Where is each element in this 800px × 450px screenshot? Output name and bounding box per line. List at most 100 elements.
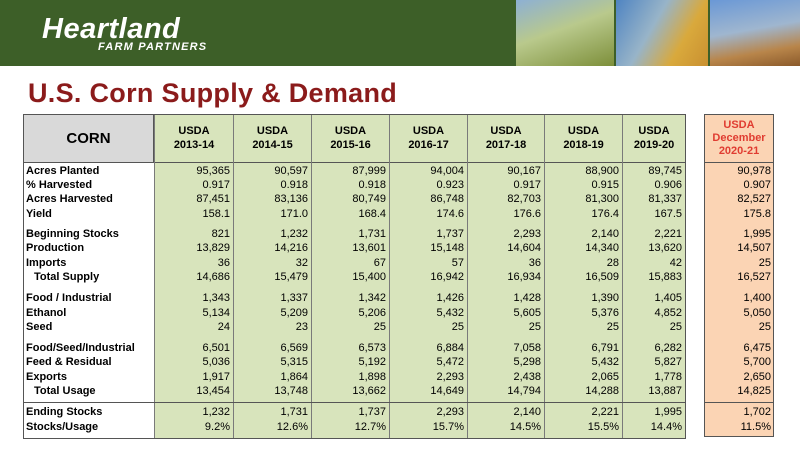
table-cell: 2,221 (591, 406, 619, 418)
table-cell: 0.918 (358, 179, 386, 191)
table-cell: 14.5% (509, 421, 541, 433)
table-cell: 95,365 (196, 165, 230, 177)
year-column-6: USDA 2019-20 (622, 115, 685, 438)
row-label: Acres Harvested (26, 193, 113, 205)
column-header: USDA 2015-16 (312, 115, 389, 163)
projection-column: USDA December 2020-21 90,978 0.907 82,527 1… (704, 114, 774, 437)
table-cell: 94,004 (430, 165, 464, 177)
table-cell: 14,686 (196, 271, 230, 283)
row-label: Exports (26, 371, 67, 383)
row-label: Food/Seed/Industrial (26, 342, 135, 354)
table-cell: 5,209 (280, 307, 308, 319)
table-cell: 15,883 (648, 271, 682, 283)
brand-logo: Heartland (42, 13, 181, 45)
projection-cell: 0.907 (743, 179, 771, 191)
table-cell: 89,745 (648, 165, 682, 177)
table-cell: 15,479 (274, 271, 308, 283)
column-header-line2: 2015-16 (330, 139, 371, 151)
projection-cell: 1,995 (743, 228, 771, 240)
table-cell: 16,942 (430, 271, 464, 283)
column-header: USDA 2016-17 (390, 115, 467, 163)
table-cell: 42 (669, 257, 682, 269)
table-cell: 0.923 (436, 179, 464, 191)
table-cell: 57 (451, 257, 464, 269)
table-cell: 23 (295, 321, 308, 333)
column-header-line2: 2014-15 (252, 139, 293, 151)
table-cell: 1,337 (280, 292, 308, 304)
column-header-line2: 2019-20 (633, 139, 675, 151)
projection-header-line1: USDA (723, 119, 755, 131)
table-cell: 1,917 (202, 371, 230, 383)
header-photos (516, 0, 800, 66)
table-cell: 12.7% (354, 421, 386, 433)
column-header-line2: 2016-17 (408, 139, 449, 151)
column-header: USDA 2013-14 (155, 115, 233, 163)
table-cell: 0.915 (591, 179, 619, 191)
table-cell: 0.917 (202, 179, 230, 191)
table-cell: 1,390 (591, 292, 619, 304)
table-cell: 5,192 (358, 356, 386, 368)
column-header-line2: 2013-14 (173, 139, 215, 151)
row-label: Total Supply (34, 271, 100, 283)
projection-cell: 82,527 (737, 193, 771, 205)
year-column-4: USDA 2017-18 (467, 115, 544, 438)
table-cell: 25 (528, 321, 541, 333)
table-cell: 6,282 (654, 342, 682, 354)
table-cell: 171.0 (280, 208, 308, 220)
projection-cell: 90,978 (737, 165, 771, 177)
soybean-field-photo (710, 0, 800, 66)
table-cell: 88,900 (585, 165, 619, 177)
table-cell: 821 (211, 228, 230, 240)
table-cell: 6,791 (591, 342, 619, 354)
projection-cell: 14,825 (737, 385, 771, 397)
table-cell: 1,343 (202, 292, 230, 304)
year-column-1: USDA 2014-15 (233, 115, 311, 438)
table-cell: 5,376 (591, 307, 619, 319)
table-cell: 13,620 (648, 242, 682, 254)
section-divider (24, 288, 685, 289)
table-cell: 14,340 (585, 242, 619, 254)
table-cell: 13,662 (352, 385, 386, 397)
table-cell: 32 (295, 257, 308, 269)
table-cell: 14,649 (430, 385, 464, 397)
table-cell: 15.7% (432, 421, 464, 433)
table-cell: 1,778 (654, 371, 682, 383)
table-cell: 2,140 (591, 228, 619, 240)
table-cell: 13,829 (196, 242, 230, 254)
table-cell: 1,864 (280, 371, 308, 383)
table-cell: 13,454 (196, 385, 230, 397)
year-column-5: USDA 2018-19 (544, 115, 622, 438)
table-cell: 167.5 (654, 208, 682, 220)
table-cell: 5,432 (591, 356, 619, 368)
year-column-3: USDA 2016-17 (389, 115, 467, 438)
table-cell: 176.6 (513, 208, 541, 220)
table-cell: 14,216 (274, 242, 308, 254)
table-cell: 1,737 (358, 406, 386, 418)
table-cell: 87,999 (352, 165, 386, 177)
table-cell: 67 (373, 257, 386, 269)
supply-demand-table: CORN Acres Planted % Harvested Acres Harve… (23, 114, 686, 439)
table-cell: 80,749 (352, 193, 386, 205)
table-cell: 5,134 (202, 307, 230, 319)
projection-cell: 5,700 (743, 356, 771, 368)
table-cell: 81,337 (648, 193, 682, 205)
row-label: Production (26, 242, 85, 254)
table-cell: 1,342 (358, 292, 386, 304)
table-cell: 6,884 (436, 342, 464, 354)
column-header-line1: USDA (256, 125, 289, 137)
table-cell: 90,167 (507, 165, 541, 177)
column-header: USDA 2018-19 (545, 115, 622, 163)
column-header-line1: USDA (567, 125, 600, 137)
table-cell: 5,827 (654, 356, 682, 368)
projection-cell: 6,475 (743, 342, 771, 354)
projection-cell: 11.5% (740, 421, 771, 433)
table-cell: 9.2% (204, 421, 230, 433)
table-cell: 6,569 (280, 342, 308, 354)
column-header-line1: USDA (334, 125, 367, 137)
column-header: USDA 2014-15 (234, 115, 311, 163)
table-cell: 5,432 (436, 307, 464, 319)
projection-header: USDA December 2020-21 (705, 115, 773, 163)
row-label: Acres Planted (26, 165, 100, 177)
table-cell: 1,428 (513, 292, 541, 304)
column-header-line2: 2018-19 (563, 139, 604, 151)
